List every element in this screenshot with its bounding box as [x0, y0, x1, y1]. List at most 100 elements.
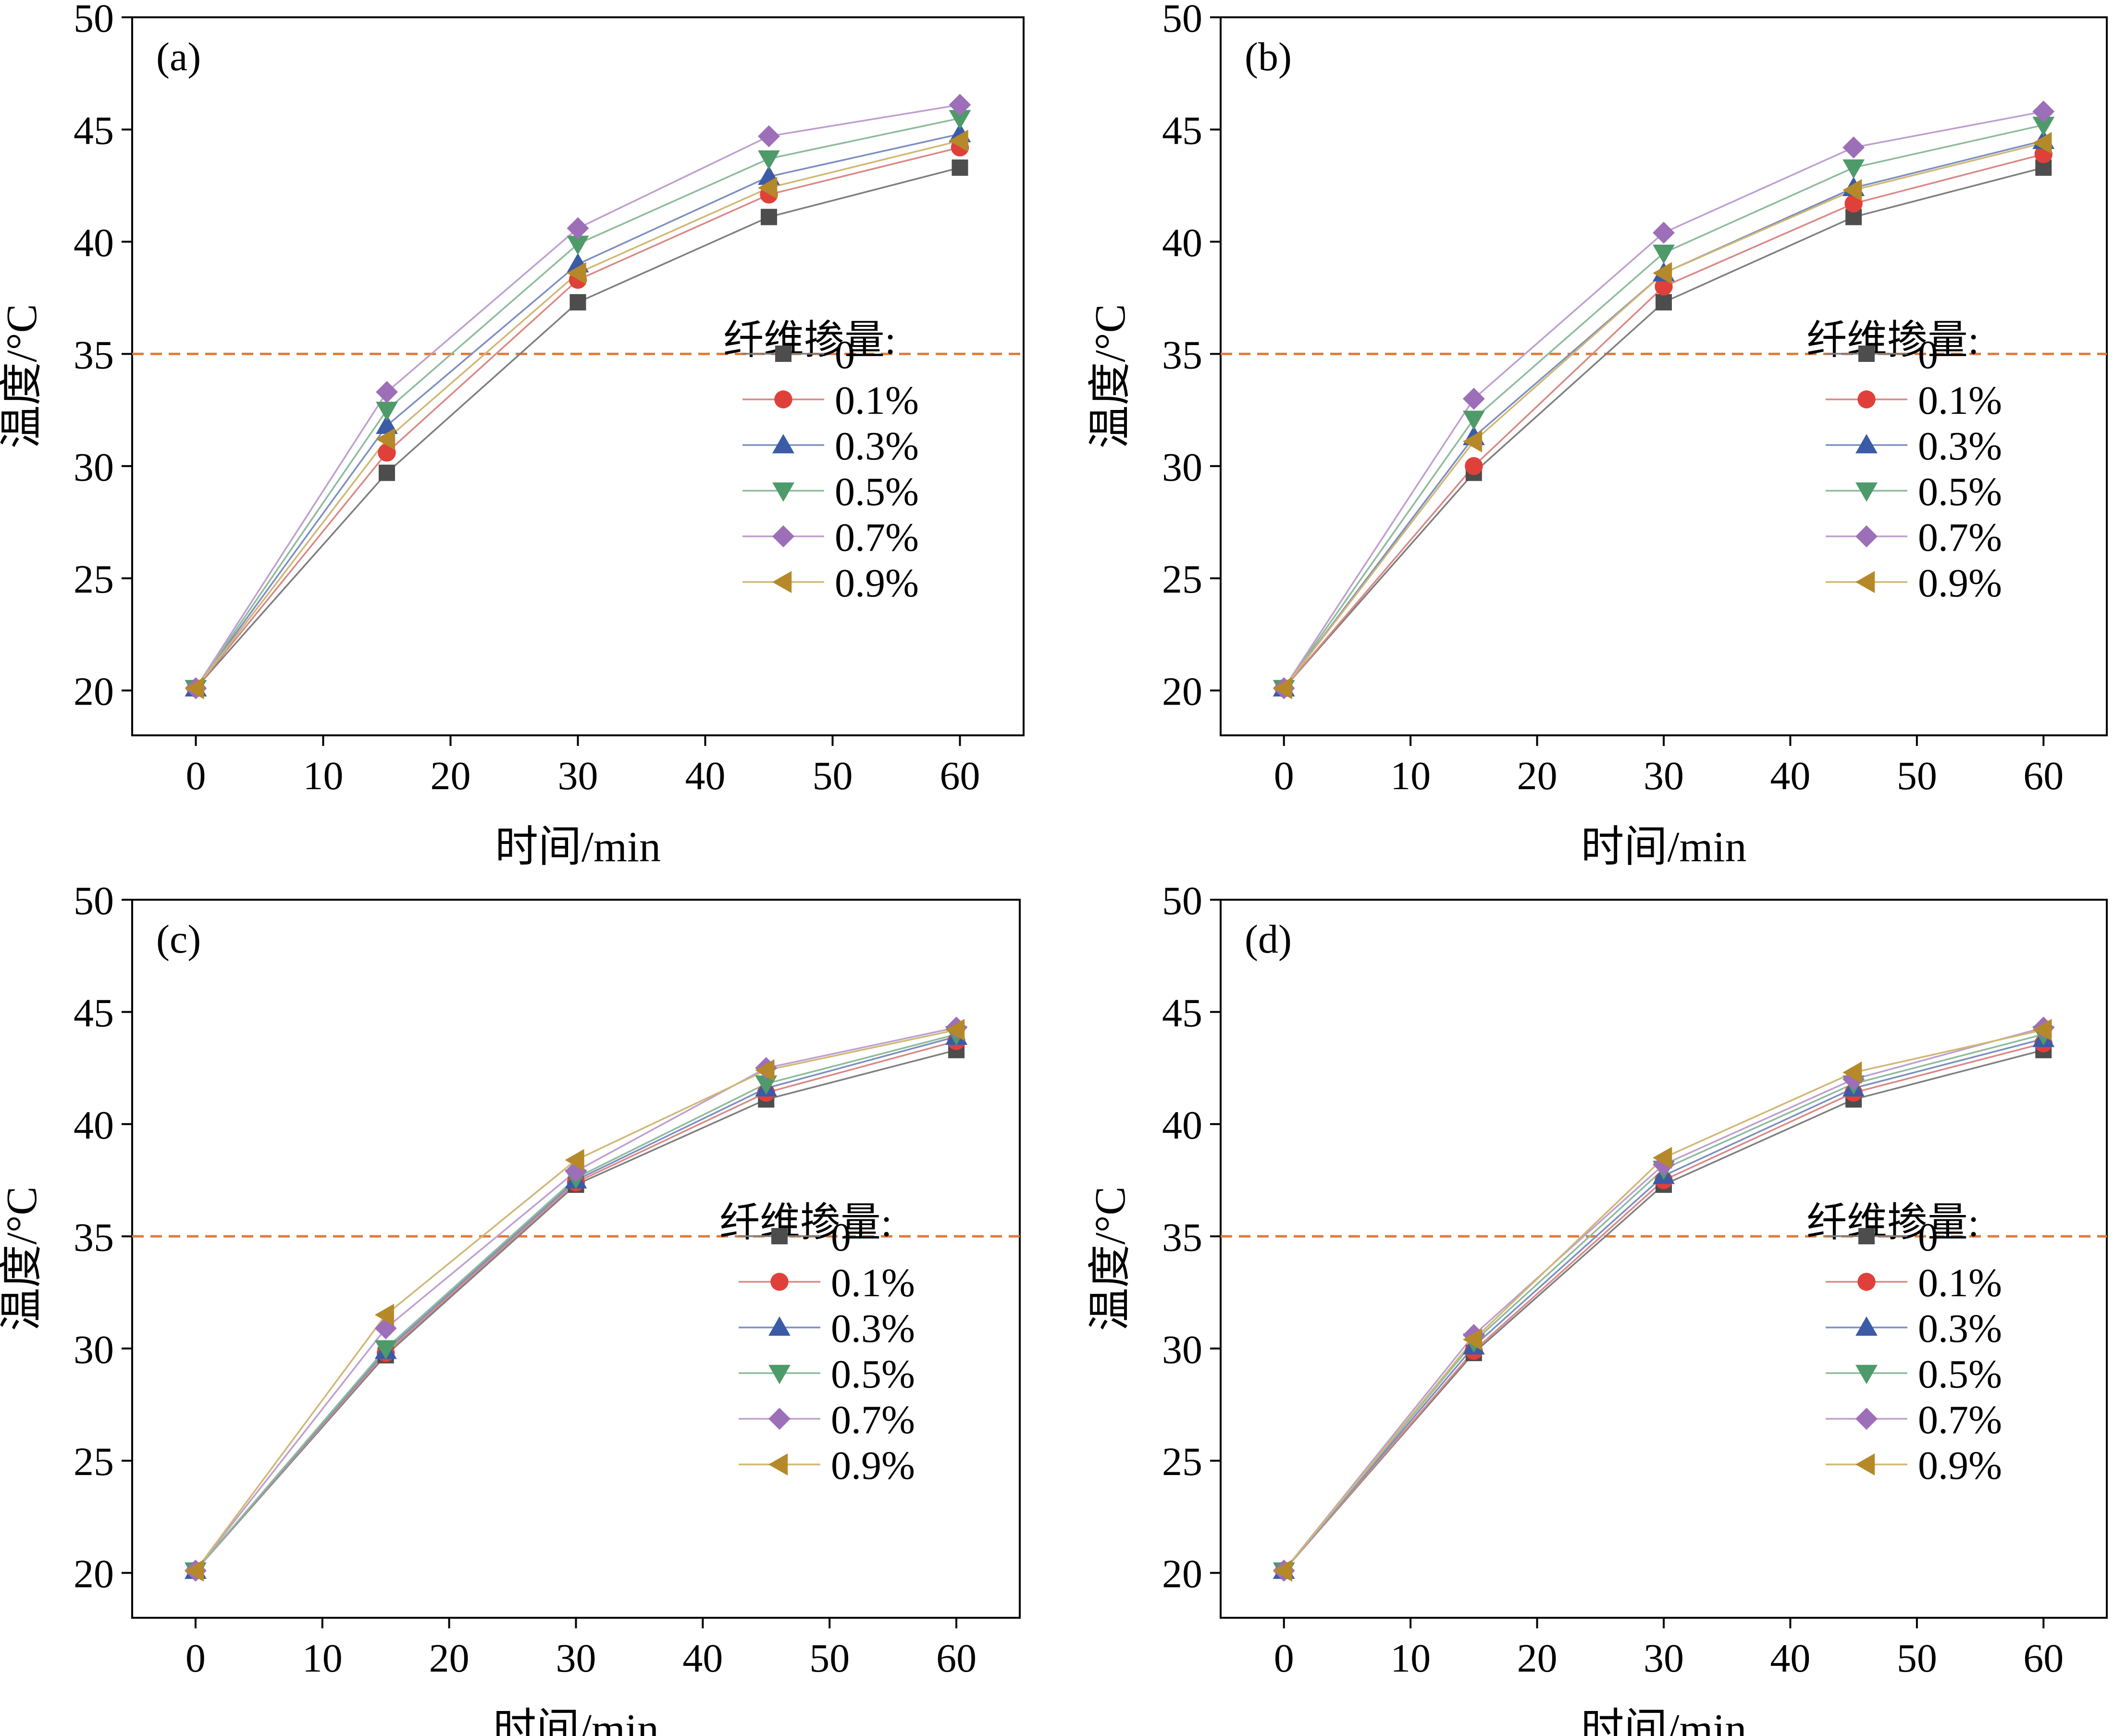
x-axis-label: 时间/min: [495, 823, 661, 871]
x-tick-label: 40: [682, 1636, 723, 1681]
y-tick-label: 45: [1162, 991, 1202, 1035]
y-tick-label: 35: [74, 333, 114, 377]
panel-label: (d): [1245, 917, 1292, 962]
legend-marker: [771, 1228, 788, 1244]
data-point: [565, 1149, 584, 1171]
data-point: [184, 1560, 204, 1582]
legend-marker: [772, 525, 794, 547]
data-point: [1842, 179, 1862, 201]
x-axis-label: 时间/min: [1581, 1706, 1746, 1736]
data-point: [1462, 387, 1485, 410]
legend-title: 纤维掺量:: [723, 318, 896, 363]
y-tick-label: 20: [74, 670, 114, 714]
legend-label: 0.5%: [1918, 470, 2002, 514]
legend-label: 0.7%: [1918, 1398, 2002, 1442]
data-point: [952, 159, 968, 176]
y-tick-label: 45: [74, 991, 114, 1035]
legend-label: 0.5%: [835, 470, 919, 514]
legend-marker: [1855, 434, 1878, 454]
panel-label: (b): [1245, 35, 1292, 79]
x-tick-label: 60: [2023, 1636, 2064, 1681]
panel-label: (c): [156, 917, 201, 962]
x-tick-label: 0: [186, 754, 206, 798]
legend-label: 0.1%: [1918, 1261, 2002, 1305]
data-point: [758, 125, 780, 148]
y-tick-label: 40: [1162, 221, 1202, 265]
data-point: [567, 217, 589, 239]
data-point: [1842, 159, 1865, 179]
x-tick-label: 20: [429, 1636, 470, 1681]
data-point: [567, 262, 586, 285]
x-tick-label: 30: [1644, 754, 1684, 798]
legend-label: 0.1%: [1918, 378, 2002, 423]
legend-marker: [1858, 346, 1875, 362]
chart-panel-c: 0 10 20 30 40 50 60 20 25 30 35 40 45 50 时间/min 温度/°C (c…: [0, 879, 1021, 1736]
data-point: [1653, 262, 1672, 285]
x-axis-label: 时间/min: [493, 1706, 659, 1736]
legend-label: 0.5%: [831, 1352, 915, 1397]
data-point: [1655, 277, 1673, 296]
plot-frame: [131, 899, 1021, 1619]
legend-marker: [1855, 525, 1878, 547]
x-tick-label: 50: [813, 754, 853, 798]
data-point: [761, 209, 777, 225]
legend-marker: [1855, 1316, 1878, 1336]
data-point: [1462, 410, 1485, 430]
data-point: [378, 444, 396, 462]
y-tick-label: 35: [1162, 1215, 1202, 1260]
data-point: [1273, 1560, 1292, 1582]
legend-label: 0.3%: [835, 424, 919, 469]
y-tick-label: 35: [74, 1215, 114, 1260]
y-tick-label: 45: [1162, 108, 1202, 153]
legend-marker: [1855, 1453, 1875, 1476]
x-tick-label: 0: [1274, 1636, 1294, 1681]
y-tick-label: 20: [1162, 670, 1202, 714]
x-tick-label: 60: [940, 754, 980, 798]
legend-label: 0.7%: [831, 1398, 915, 1442]
legend-label: 0: [835, 333, 855, 377]
legend-marker: [1857, 1273, 1876, 1291]
legend-label: 0.9%: [831, 1443, 915, 1488]
panel-label: (a): [156, 35, 201, 79]
legend-marker: [772, 434, 794, 454]
data-point: [949, 110, 971, 130]
legend-marker: [1855, 571, 1875, 593]
x-tick-label: 50: [1897, 1636, 1937, 1681]
legend-marker: [1855, 482, 1878, 502]
legend-marker: [768, 1408, 791, 1430]
y-tick-label: 25: [1162, 1439, 1202, 1484]
x-tick-label: 50: [809, 1636, 850, 1681]
data-point: [374, 1340, 397, 1360]
data-point: [1842, 1061, 1862, 1084]
data-point: [1653, 1146, 1672, 1169]
y-tick-label: 30: [74, 445, 114, 490]
x-tick-label: 40: [1770, 754, 1810, 798]
data-point: [755, 1075, 778, 1095]
y-tick-label: 30: [1162, 1327, 1202, 1372]
y-tick-label: 30: [1162, 445, 1202, 490]
x-axis-label: 时间/min: [1581, 823, 1746, 871]
x-tick-label: 20: [431, 754, 471, 798]
y-axis-label: 温度/°C: [0, 1186, 46, 1331]
legend-label: 0.3%: [1918, 424, 2002, 469]
data-point: [758, 176, 778, 199]
legend-label: 0.7%: [1918, 515, 2002, 560]
data-point: [1462, 430, 1483, 453]
y-tick-label: 25: [1162, 557, 1202, 602]
data-point: [1844, 194, 1863, 213]
y-axis-label: 温度/°C: [0, 304, 46, 448]
data-point: [2032, 132, 2052, 154]
y-tick-label: 40: [74, 221, 114, 265]
legend-marker: [768, 1316, 791, 1336]
data-point: [945, 1018, 965, 1041]
chart-panel-d: 0 10 20 30 40 50 60 20 25 30 35 40 45 50 时间/min 温度/°C (d…: [1087, 879, 2108, 1736]
y-tick-label: 25: [74, 557, 114, 602]
x-tick-label: 50: [1897, 754, 1937, 798]
x-tick-label: 30: [558, 754, 598, 798]
data-point: [949, 94, 971, 116]
data-point: [1462, 1328, 1483, 1351]
legend-label: 0.9%: [1918, 1443, 2002, 1488]
legend-label: 0: [1918, 333, 1938, 377]
data-point: [2032, 116, 2055, 136]
